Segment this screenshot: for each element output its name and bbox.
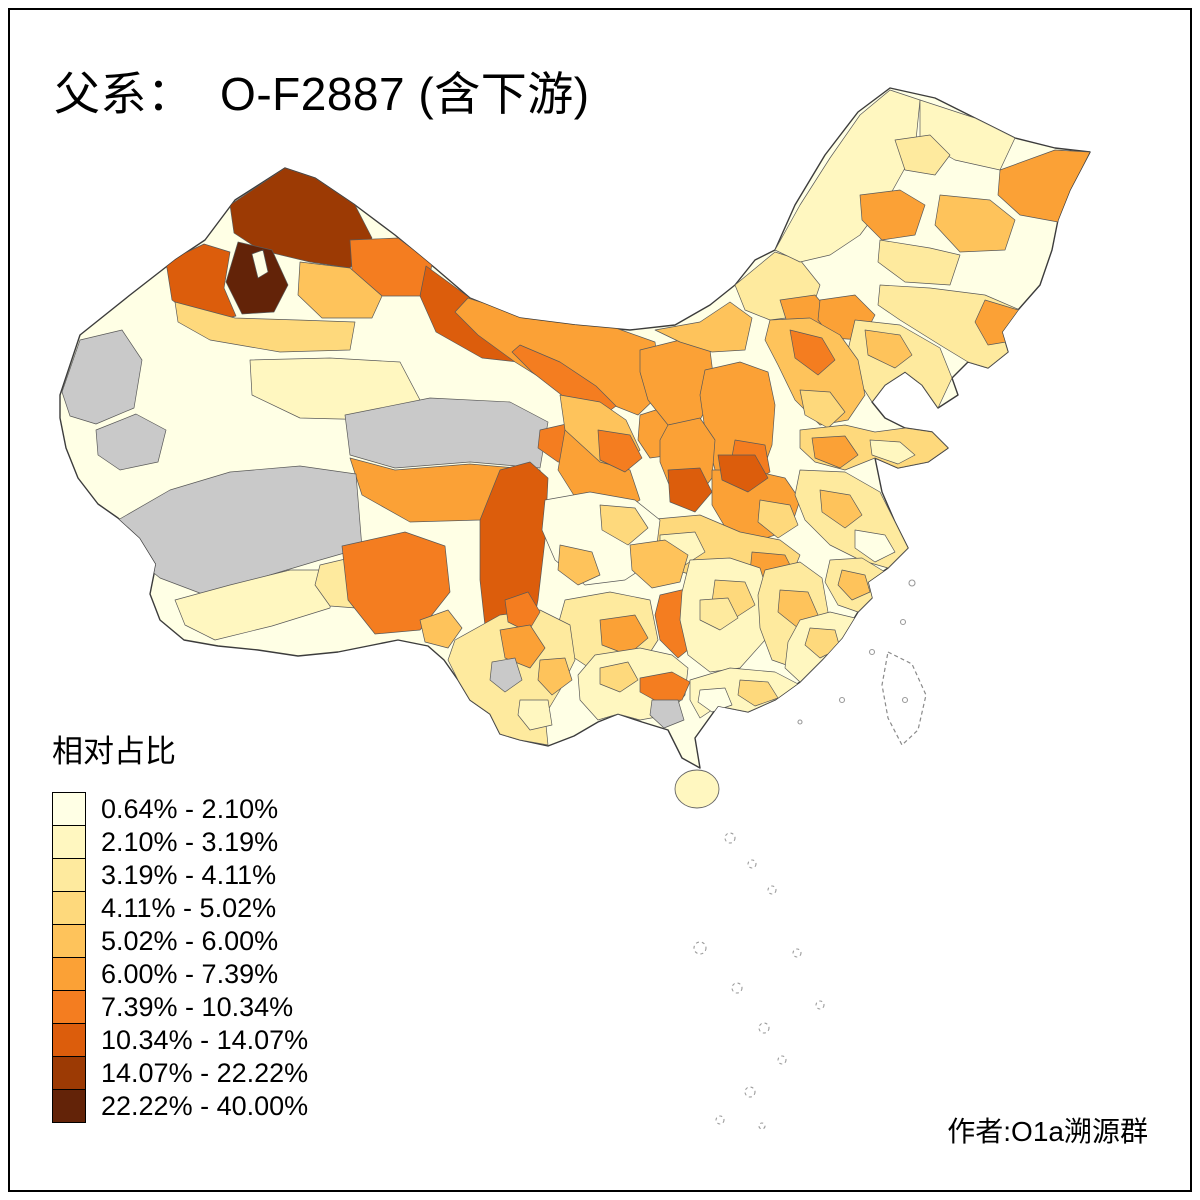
legend-swatch: [52, 1089, 86, 1123]
legend-row: 6.00% - 7.39%: [52, 957, 308, 991]
legend-swatch: [52, 1056, 86, 1090]
legend-row: 5.02% - 6.00%: [52, 924, 308, 958]
author-credit: 作者:O1a溯源群: [947, 1116, 1148, 1147]
legend-label: 7.39% - 10.34%: [101, 991, 294, 1022]
legend-rows: 0.64% - 2.10% 2.10% - 3.19% 3.19% - 4.11…: [52, 792, 308, 1123]
legend-row: 4.11% - 5.02%: [52, 891, 308, 925]
legend-label: 4.11% - 5.02%: [101, 892, 277, 923]
legend-row: 14.07% - 22.22%: [52, 1056, 308, 1090]
legend-row: 2.10% - 3.19%: [52, 825, 308, 859]
legend-swatch: [52, 858, 86, 892]
legend-label: 2.10% - 3.19%: [101, 826, 279, 857]
legend: 相对占比 0.64% - 2.10% 2.10% - 3.19% 3.19% -…: [52, 726, 308, 1123]
figure-title: 父系： O-F2887 (含下游): [54, 68, 590, 120]
legend-swatch: [52, 891, 86, 925]
prefecture-regions: [61, 89, 1090, 746]
legend-label: 14.07% - 22.22%: [101, 1057, 309, 1088]
legend-row: 0.64% - 2.10%: [52, 792, 308, 826]
legend-swatch: [52, 924, 86, 958]
legend-row: 7.39% - 10.34%: [52, 990, 308, 1024]
legend-label: 10.34% - 14.07%: [101, 1024, 309, 1055]
taiwan-island: [881, 651, 927, 746]
legend-swatch: [52, 825, 86, 859]
legend-label: 6.00% - 7.39%: [101, 958, 279, 989]
legend-title: 相对占比: [52, 734, 176, 769]
legend-swatch: [52, 990, 86, 1024]
legend-label: 5.02% - 6.00%: [101, 925, 279, 956]
legend-row: 10.34% - 14.07%: [52, 1023, 308, 1057]
legend-label: 3.19% - 4.11%: [101, 859, 277, 890]
legend-swatch: [52, 1023, 86, 1057]
hainan-island: [674, 769, 720, 809]
legend-label: 22.22% - 40.00%: [101, 1090, 309, 1121]
legend-swatch: [52, 957, 86, 991]
legend-row: 22.22% - 40.00%: [52, 1089, 308, 1123]
coastal-islets: [797, 579, 916, 725]
legend-swatch: [52, 792, 86, 826]
south-china-sea-islands: [693, 832, 825, 1130]
legend-label: 0.64% - 2.10%: [101, 793, 279, 824]
legend-row: 3.19% - 4.11%: [52, 858, 308, 892]
